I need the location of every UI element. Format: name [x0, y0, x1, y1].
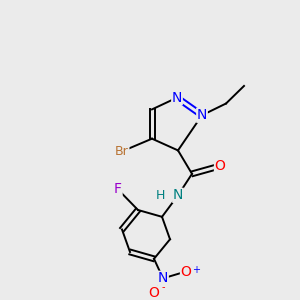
- Text: +: +: [192, 266, 200, 275]
- Text: F: F: [114, 182, 122, 197]
- Text: Br: Br: [115, 145, 129, 158]
- Text: O: O: [148, 286, 159, 300]
- Text: N: N: [173, 188, 183, 202]
- Text: H: H: [155, 189, 165, 202]
- Text: O: O: [181, 265, 191, 278]
- Text: O: O: [214, 159, 225, 173]
- Text: N: N: [197, 108, 207, 122]
- Text: -: -: [162, 282, 166, 292]
- Text: N: N: [158, 271, 168, 285]
- Text: N: N: [172, 91, 182, 105]
